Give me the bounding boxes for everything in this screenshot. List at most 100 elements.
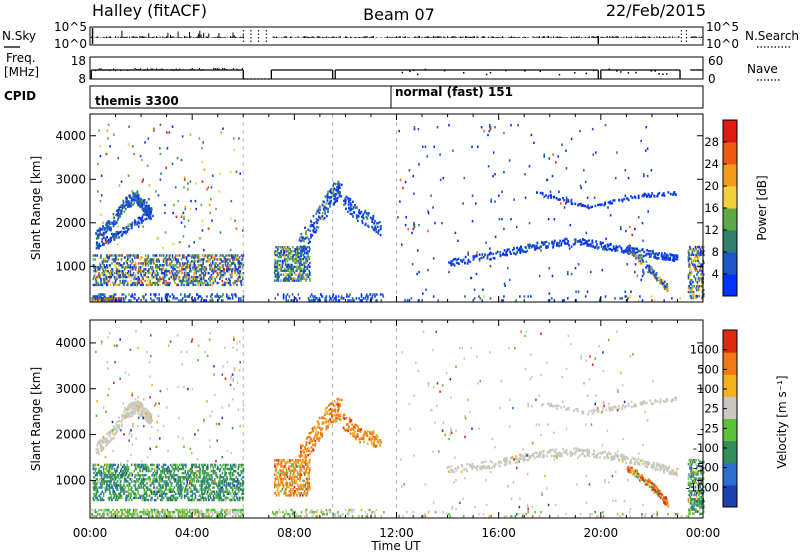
power-cell bbox=[322, 208, 325, 211]
noise-tick-low-right: 10^0 bbox=[706, 37, 739, 51]
power-cell bbox=[183, 225, 186, 228]
velocity-cell bbox=[149, 482, 151, 485]
power-cell bbox=[307, 275, 310, 278]
power-cell bbox=[201, 147, 203, 150]
power-cell bbox=[95, 299, 98, 302]
power-cell bbox=[219, 270, 222, 273]
velocity-cell bbox=[121, 496, 124, 500]
power-cell bbox=[233, 258, 236, 261]
power-cell bbox=[699, 251, 702, 255]
power-cell bbox=[309, 265, 311, 269]
power-cell bbox=[697, 277, 700, 280]
velocity-cell bbox=[101, 482, 104, 485]
power-cell bbox=[688, 255, 690, 259]
power-cell bbox=[553, 241, 555, 245]
velocity-cell bbox=[175, 498, 178, 502]
power-cell bbox=[134, 268, 137, 271]
velocity-cell bbox=[212, 469, 215, 473]
nave-point bbox=[105, 69, 108, 71]
power-cell bbox=[698, 261, 701, 264]
nave-point bbox=[238, 69, 240, 71]
power-cell bbox=[168, 270, 171, 273]
velocity-cell bbox=[136, 480, 138, 483]
power-cell bbox=[661, 279, 664, 282]
velocity-cell bbox=[140, 486, 142, 489]
power-cell bbox=[696, 273, 698, 276]
power-cell bbox=[131, 190, 134, 193]
power-cell bbox=[115, 236, 118, 239]
power-cell bbox=[141, 216, 143, 220]
power-cell bbox=[149, 211, 152, 214]
power-cell bbox=[226, 260, 228, 263]
velocity-cell bbox=[176, 496, 179, 500]
power-cell bbox=[162, 275, 164, 279]
power-cell bbox=[501, 218, 503, 221]
power-cell bbox=[562, 197, 564, 200]
power-cell bbox=[103, 242, 105, 246]
velocity-cell bbox=[118, 496, 120, 500]
power-cell bbox=[560, 202, 562, 205]
power-cell bbox=[111, 295, 114, 298]
velocity-cell bbox=[166, 471, 169, 475]
power-cell bbox=[306, 235, 309, 239]
velocity-cell bbox=[202, 480, 204, 483]
power-cell bbox=[136, 277, 138, 281]
power-cell bbox=[475, 255, 478, 258]
velocity-cell bbox=[123, 490, 125, 493]
power-cell bbox=[196, 293, 199, 296]
velocity-cell bbox=[106, 469, 109, 473]
power-cell bbox=[291, 246, 294, 249]
power-cell bbox=[115, 256, 118, 259]
power-cell bbox=[150, 297, 152, 300]
power-cell bbox=[183, 256, 185, 259]
date-title: 22/Feb/2015 bbox=[606, 1, 706, 20]
power-cell bbox=[96, 254, 98, 257]
power-cell bbox=[473, 288, 476, 291]
power-cell bbox=[111, 268, 114, 271]
velocity-cell bbox=[185, 478, 188, 481]
power-cell bbox=[287, 267, 290, 270]
power-cell bbox=[494, 126, 496, 129]
power-cell bbox=[417, 127, 420, 131]
velocity-cell bbox=[109, 469, 111, 473]
power-cell bbox=[314, 299, 316, 302]
power-cell bbox=[609, 243, 612, 246]
power-cell bbox=[127, 256, 129, 259]
power-cell bbox=[371, 225, 373, 229]
power-cell bbox=[152, 254, 155, 257]
power-cell bbox=[634, 263, 637, 266]
power-cell bbox=[503, 295, 505, 298]
power-cell bbox=[653, 276, 656, 279]
velocity-cell bbox=[115, 482, 118, 485]
power-cell bbox=[602, 247, 604, 251]
nave-tick-low: 0 bbox=[708, 72, 716, 86]
nave-point bbox=[462, 72, 465, 74]
power-cell bbox=[541, 192, 544, 196]
power-cell bbox=[173, 279, 176, 283]
velocity-cell bbox=[171, 490, 174, 493]
velocity-cell bbox=[201, 490, 203, 493]
velocity-cell bbox=[220, 480, 222, 483]
power-cell bbox=[210, 295, 212, 298]
power-cell bbox=[324, 206, 327, 209]
power-cell bbox=[206, 283, 208, 287]
power-cell bbox=[126, 254, 128, 257]
power-cell bbox=[169, 258, 172, 261]
power-cell bbox=[587, 204, 589, 207]
velocity-cell bbox=[171, 494, 173, 497]
power-cell bbox=[338, 183, 341, 186]
power-cell bbox=[343, 199, 345, 203]
power-cell bbox=[148, 210, 151, 214]
power-cell bbox=[158, 260, 160, 263]
power-cell bbox=[606, 245, 609, 248]
power-cell bbox=[318, 297, 321, 300]
power-cell bbox=[284, 253, 286, 257]
freq-panel-frame bbox=[89, 56, 704, 80]
power-cell bbox=[299, 259, 301, 263]
power-cell bbox=[277, 248, 279, 251]
power-cell bbox=[663, 280, 666, 283]
power-cell bbox=[106, 254, 109, 257]
power-cell bbox=[332, 295, 334, 298]
power-cell bbox=[175, 254, 178, 257]
velocity-cell bbox=[179, 480, 181, 483]
